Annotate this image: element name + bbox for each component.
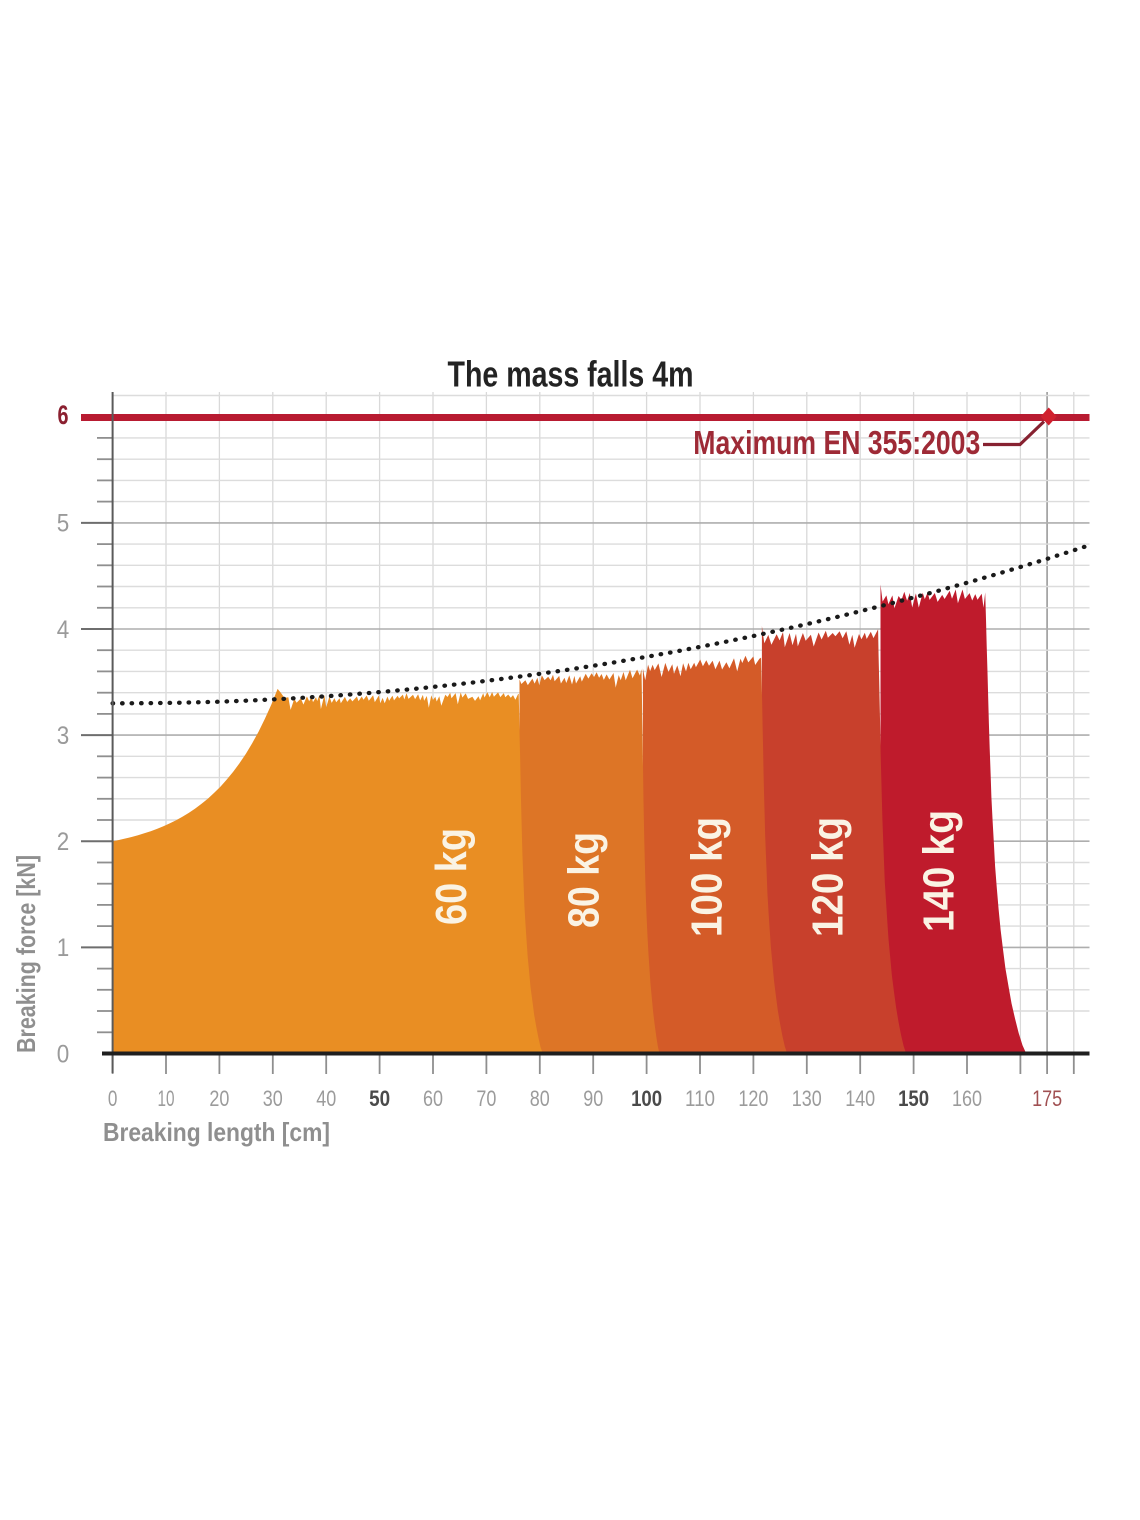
svg-text:100: 100: [631, 1086, 662, 1111]
svg-text:160: 160: [952, 1086, 982, 1111]
svg-text:80 kg: 80 kg: [560, 832, 609, 928]
svg-text:50: 50: [369, 1086, 390, 1111]
svg-text:100 kg: 100 kg: [683, 817, 732, 937]
svg-text:6: 6: [58, 400, 69, 430]
svg-text:120: 120: [738, 1086, 768, 1111]
svg-text:30: 30: [263, 1086, 283, 1111]
svg-text:110: 110: [685, 1086, 715, 1111]
svg-text:The mass falls 4m: The mass falls 4m: [448, 354, 694, 395]
svg-text:2: 2: [57, 828, 70, 856]
svg-text:70: 70: [476, 1086, 496, 1111]
svg-text:10: 10: [158, 1086, 175, 1111]
svg-text:0: 0: [57, 1040, 70, 1068]
svg-text:Maximum EN 355:2003: Maximum EN 355:2003: [693, 424, 980, 461]
svg-text:60: 60: [423, 1086, 443, 1111]
svg-text:140: 140: [845, 1086, 875, 1111]
svg-text:40: 40: [316, 1086, 336, 1111]
svg-text:140 kg: 140 kg: [915, 810, 964, 932]
svg-text:5: 5: [57, 510, 70, 538]
svg-text:175: 175: [1032, 1086, 1062, 1111]
svg-text:0: 0: [108, 1086, 118, 1111]
svg-text:120 kg: 120 kg: [804, 817, 853, 937]
svg-text:Breaking force [kN]: Breaking force [kN]: [11, 855, 41, 1053]
svg-text:90: 90: [583, 1086, 603, 1111]
svg-text:1: 1: [57, 934, 70, 962]
svg-text:130: 130: [792, 1086, 822, 1111]
svg-text:20: 20: [209, 1086, 229, 1111]
svg-text:150: 150: [898, 1086, 929, 1111]
svg-text:60 kg: 60 kg: [427, 828, 476, 925]
svg-text:80: 80: [530, 1086, 550, 1111]
svg-text:4: 4: [57, 616, 70, 644]
svg-text:Breaking length [cm]: Breaking length [cm]: [103, 1117, 330, 1147]
svg-text:3: 3: [57, 722, 70, 750]
